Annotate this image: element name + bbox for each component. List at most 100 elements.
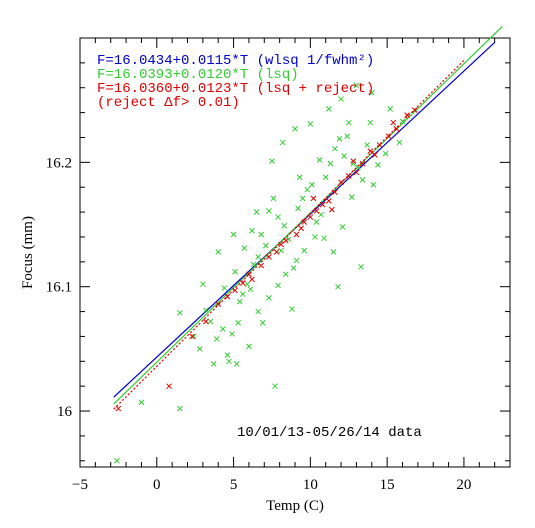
data-point-marker (376, 142, 383, 148)
data-point-marker (325, 198, 332, 204)
data-point-marker (250, 261, 257, 268)
data-point-marker (335, 283, 341, 290)
data-point-marker (367, 119, 374, 126)
data-point-marker (319, 201, 326, 208)
data-point-marker (281, 222, 288, 229)
data-point-marker (226, 358, 232, 365)
data-point-marker (207, 318, 214, 325)
data-point-marker (313, 219, 320, 225)
data-point-marker (364, 142, 371, 148)
legend-entry: F=16.0393+0.0120*T (lsq) (97, 67, 299, 83)
data-point-marker (229, 331, 235, 337)
data-point-marker (344, 133, 351, 140)
legend-entry: (reject Δf> 0.01) (97, 95, 240, 111)
data-point-marker (210, 360, 217, 367)
data-point-marker (348, 194, 355, 201)
data-point-marker (370, 181, 377, 188)
data-point-marker (355, 164, 361, 171)
data-point-marker (266, 207, 272, 214)
data-point-marker (278, 247, 285, 254)
data-point-marker (350, 160, 357, 167)
data-point-marker (255, 253, 261, 260)
data-point-marker (301, 247, 308, 254)
data-point-marker (330, 249, 337, 255)
data-point-marker (322, 174, 329, 181)
y-tick-label: 16 (57, 404, 73, 420)
data-point-marker (233, 360, 240, 367)
data-point-marker (411, 107, 418, 113)
data-point-marker (327, 160, 334, 167)
data-point-marker (382, 150, 389, 157)
data-point-marker (318, 211, 324, 218)
data-point-marker (332, 189, 338, 196)
data-point-marker (176, 405, 183, 412)
legend-entry: F=16.0360+0.0123*T (lsq + reject) (97, 81, 374, 97)
data-point-marker (239, 291, 246, 298)
data-point-marker (350, 158, 357, 164)
data-point-marker (215, 249, 222, 255)
data-point-marker (249, 276, 255, 283)
data-point-marker (215, 301, 222, 307)
y-axis-label: Focus (mm) (20, 216, 36, 289)
data-point-marker (353, 82, 360, 89)
data-point-marker (255, 308, 261, 315)
data-point-marker (269, 158, 275, 164)
x-tick-label: −5 (72, 477, 88, 493)
data-point-marker (298, 225, 304, 232)
data-point-marker (313, 207, 320, 214)
data-point-marker (368, 89, 375, 96)
data-point-marker (367, 148, 374, 155)
legend: F=16.0434+0.0115*T (wlsq 1/fwhm²)F=16.03… (97, 53, 374, 111)
data-point-marker (286, 236, 292, 243)
data-point-marker (339, 224, 346, 230)
data-point-marker (332, 145, 338, 152)
data-point-marker (279, 139, 286, 146)
data-point-marker (272, 383, 278, 390)
data-point-marker (341, 153, 347, 159)
data-point-marker (258, 262, 265, 269)
data-point-marker (359, 176, 366, 183)
data-point-marker (345, 173, 352, 179)
data-point-marker (253, 209, 260, 215)
data-point-marker (266, 295, 272, 301)
data-point-marker (358, 263, 364, 270)
data-point-marker (290, 265, 297, 271)
data-points (114, 82, 418, 464)
data-point-marker (372, 152, 378, 158)
data-point-marker (375, 161, 381, 168)
y-tick-label: 16.2 (46, 155, 72, 171)
data-point-marker (239, 280, 246, 286)
data-point-marker (266, 253, 272, 260)
data-point-marker (203, 318, 209, 325)
data-point-marker (390, 119, 397, 126)
data-point-marker (115, 405, 122, 412)
data-point-marker (399, 118, 406, 125)
x-tick-label: 5 (230, 477, 238, 493)
data-point-marker (246, 343, 252, 350)
data-point-marker (190, 333, 197, 340)
x-axis-label: Temp (C) (266, 498, 324, 514)
data-point-marker (345, 119, 352, 126)
data-point-marker (307, 120, 314, 127)
data-point-marker (393, 125, 400, 132)
data-point-marker (224, 293, 231, 300)
data-point-marker (200, 281, 206, 288)
data-point-marker (189, 333, 195, 340)
data-point-marker (232, 268, 238, 275)
data-point-marker (336, 135, 343, 142)
legend-entry: F=16.0434+0.0115*T (wlsq 1/fwhm²) (97, 53, 374, 69)
data-point-marker (270, 195, 277, 202)
data-point-marker (203, 307, 209, 314)
x-tick-label: 0 (153, 477, 161, 493)
data-point-marker (230, 231, 237, 238)
data-point-marker (232, 287, 238, 294)
data-point-marker (387, 106, 394, 112)
data-point-marker (275, 214, 281, 220)
data-point-marker (404, 112, 410, 118)
data-point-marker (236, 298, 243, 305)
data-point-marker (309, 181, 315, 188)
data-point-marker (282, 271, 289, 278)
data-point-marker (301, 219, 308, 225)
data-point-marker (338, 96, 344, 102)
